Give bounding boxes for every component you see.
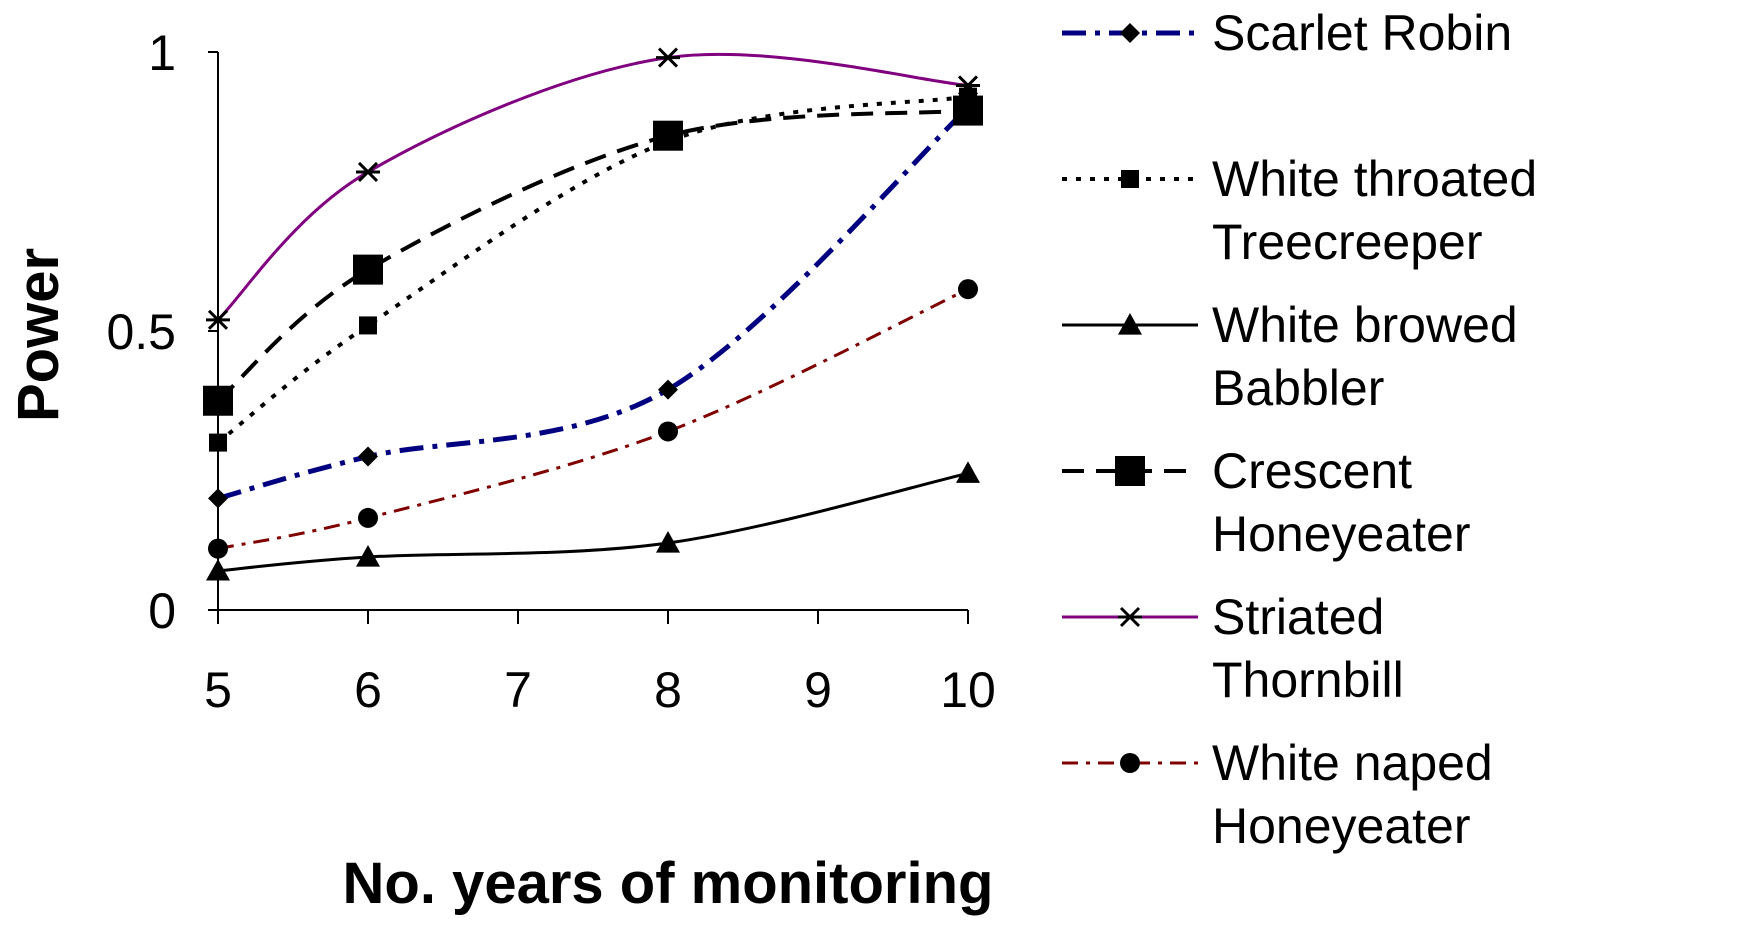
data-point bbox=[356, 161, 380, 183]
series-line bbox=[216, 52, 969, 321]
y-tick-label: 1 bbox=[148, 25, 176, 81]
y-tick-label: 0.5 bbox=[106, 304, 176, 360]
legend-label: White naped bbox=[1212, 735, 1493, 791]
legend-marker bbox=[1120, 753, 1140, 773]
y-tick-label: 0 bbox=[148, 583, 176, 639]
data-point bbox=[209, 433, 227, 452]
series-6 bbox=[208, 279, 978, 559]
x-tick-label: 5 bbox=[204, 662, 232, 718]
x-tick-label: 8 bbox=[654, 662, 682, 718]
data-point bbox=[358, 446, 378, 467]
series-line bbox=[217, 471, 969, 573]
data-point bbox=[658, 421, 678, 442]
legend-label: Striated bbox=[1212, 589, 1384, 645]
legend-entry: White naped Honeyeater bbox=[1062, 735, 1493, 854]
data-point bbox=[653, 120, 683, 151]
x-tick-label: 6 bbox=[354, 662, 382, 718]
legend-label: Honeyeater bbox=[1212, 798, 1471, 854]
plot-series bbox=[203, 47, 983, 581]
series-5 bbox=[206, 47, 980, 330]
x-tick-label: 7 bbox=[504, 662, 532, 718]
series-3 bbox=[206, 461, 980, 581]
series-line bbox=[216, 94, 969, 445]
legend-entry: Striated Thornbill bbox=[1062, 589, 1404, 708]
axes: 5 6 7 8 9 10 00.51 bbox=[106, 25, 995, 718]
legend-label: Honeyeater bbox=[1212, 506, 1471, 562]
legend-label: White browed bbox=[1212, 297, 1518, 353]
legend-label: Crescent bbox=[1212, 443, 1412, 499]
x-tick-label: 10 bbox=[940, 662, 996, 718]
data-point bbox=[353, 254, 383, 285]
data-point bbox=[953, 95, 983, 126]
series-line bbox=[216, 108, 969, 403]
legend-marker bbox=[1118, 313, 1142, 335]
data-point bbox=[203, 385, 233, 416]
series-line bbox=[217, 105, 970, 501]
data-point bbox=[956, 461, 980, 483]
data-point bbox=[206, 309, 230, 330]
series-line bbox=[217, 287, 969, 551]
data-point bbox=[359, 316, 377, 335]
series-2 bbox=[209, 87, 977, 452]
legend-marker bbox=[1118, 606, 1142, 628]
data-point bbox=[956, 75, 980, 96]
legend-label: Treecreeper bbox=[1212, 214, 1482, 270]
x-tick-label: 9 bbox=[804, 662, 832, 718]
data-point bbox=[356, 544, 380, 567]
data-point bbox=[656, 531, 680, 553]
legend-entry: White throated Treecreeper bbox=[1062, 151, 1537, 270]
data-point bbox=[208, 538, 228, 559]
legend-label: Scarlet Robin bbox=[1212, 5, 1512, 61]
series-4 bbox=[203, 95, 983, 416]
x-axis-title: No. years of monitoring bbox=[343, 851, 994, 916]
legend-marker bbox=[1121, 170, 1139, 188]
data-point bbox=[206, 558, 230, 581]
legend-label: Babbler bbox=[1212, 360, 1384, 416]
y-axis-title: Power bbox=[6, 248, 71, 422]
legend-entry: Scarlet Robin bbox=[1062, 5, 1512, 61]
legend-marker bbox=[1120, 23, 1140, 43]
data-point bbox=[656, 47, 680, 68]
legend-label: White throated bbox=[1212, 151, 1537, 207]
legend-entry: White browed Babbler bbox=[1062, 297, 1518, 416]
data-point bbox=[208, 488, 228, 509]
y-ticks: 00.51 bbox=[106, 25, 218, 639]
x-ticks: 5 6 7 8 9 10 bbox=[204, 610, 996, 718]
legend-entry: Crescent Honeyeater bbox=[1062, 443, 1471, 562]
data-point bbox=[958, 279, 978, 300]
legend-label: Thornbill bbox=[1212, 652, 1404, 708]
data-point bbox=[658, 379, 678, 400]
data-point bbox=[358, 507, 378, 528]
legend-marker bbox=[1115, 456, 1145, 486]
